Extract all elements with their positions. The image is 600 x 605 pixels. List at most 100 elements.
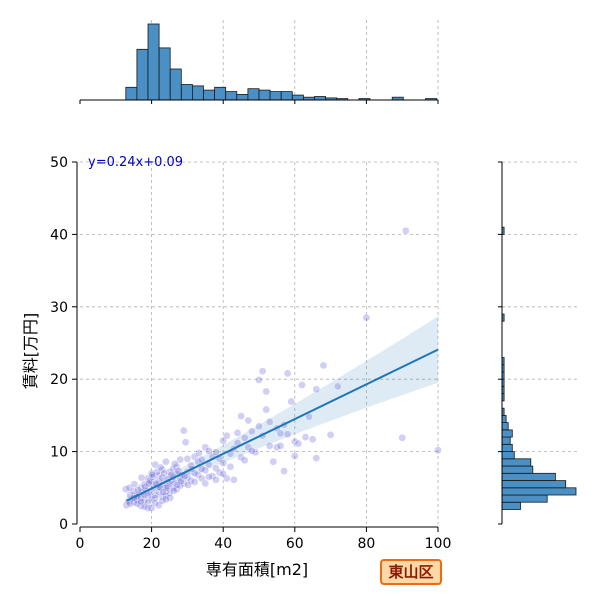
scatter-point xyxy=(262,405,271,414)
scatter-point xyxy=(312,385,321,394)
scatter-point xyxy=(283,430,292,439)
y-histogram-bar xyxy=(501,472,556,481)
y-histogram-bar xyxy=(501,422,509,431)
scatter-point xyxy=(144,479,153,488)
x-tick-label: 100 xyxy=(425,536,452,552)
y-histogram-bar xyxy=(501,501,521,510)
scatter-point xyxy=(290,452,299,460)
scatter-point xyxy=(398,433,407,442)
y-tick-label: 10 xyxy=(50,445,68,461)
x-histogram-bar xyxy=(314,96,327,101)
x-histogram-bar xyxy=(291,94,304,101)
y-tick-label: 40 xyxy=(50,227,68,243)
scatter-point xyxy=(333,382,342,391)
x-histogram-bar xyxy=(225,91,238,101)
x-histogram-bar xyxy=(203,89,216,101)
x-histogram-bar xyxy=(169,68,182,101)
scatter-point xyxy=(290,437,299,446)
scatter-point xyxy=(294,439,303,448)
scatter-point xyxy=(287,397,296,406)
scatter-point xyxy=(247,427,256,436)
scatter-point xyxy=(258,367,267,376)
scatter-point xyxy=(151,499,159,507)
scatter-point xyxy=(312,454,321,462)
y-histogram-bar xyxy=(501,451,515,460)
x-histogram-bar xyxy=(136,48,149,101)
scatter-point xyxy=(319,361,328,370)
y-tick-label: 20 xyxy=(50,372,68,388)
x-tick-label: 80 xyxy=(357,536,375,552)
scatter-point xyxy=(298,381,306,389)
scatter-point xyxy=(212,475,220,484)
x-tick-label: 20 xyxy=(143,536,161,552)
x-histogram-bar xyxy=(158,47,171,101)
y-histogram-bar xyxy=(501,465,534,474)
area-badge-label: 東山区 xyxy=(388,563,434,581)
x-tick-label: 40 xyxy=(214,536,232,552)
scatter-point xyxy=(156,463,165,472)
y-histogram-bar xyxy=(501,487,577,496)
scatter-point xyxy=(169,486,178,495)
x-histogram-bar xyxy=(280,91,293,101)
scatter-point xyxy=(190,469,199,478)
y-tick-label: 0 xyxy=(59,517,68,533)
x-histogram-bar xyxy=(180,84,193,101)
scatter-point xyxy=(265,418,274,426)
scatter-point xyxy=(184,481,192,489)
scatter-point xyxy=(255,422,263,431)
scatter-point xyxy=(205,473,213,481)
scatter-point xyxy=(247,447,256,455)
scatter-point xyxy=(269,457,278,466)
scatter-point xyxy=(283,369,292,378)
scatter-point xyxy=(276,441,285,450)
y-histogram-bar xyxy=(501,480,567,489)
scatter-point xyxy=(181,438,190,447)
scatter-point xyxy=(265,441,274,450)
scatter-point xyxy=(162,457,170,466)
area-badge: 東山区 xyxy=(380,559,442,585)
scatter-point xyxy=(130,480,139,489)
scatter-point xyxy=(233,428,242,437)
y-histogram-bar xyxy=(501,443,513,452)
scatter-point xyxy=(162,483,171,492)
y-histogram-bar xyxy=(501,494,548,503)
scatter-point xyxy=(326,431,335,439)
confidence-band xyxy=(126,316,438,506)
scatter-point xyxy=(219,470,227,478)
scatter-point xyxy=(219,459,227,468)
x-histogram-bar xyxy=(214,86,227,101)
x-histogram-bar xyxy=(236,94,249,101)
scatter-point xyxy=(226,462,235,471)
scatter-point xyxy=(201,479,210,488)
scatter-point xyxy=(179,426,188,435)
scatter-point xyxy=(308,435,317,444)
scatter-point xyxy=(230,475,238,484)
x-histogram-bar xyxy=(125,86,138,101)
scatter-point xyxy=(276,429,285,438)
y-tick-label: 50 xyxy=(50,155,68,171)
regression-equation-label: y=0.24x+0.09 xyxy=(88,155,183,170)
scatter-point xyxy=(148,470,157,479)
x-histogram-bar xyxy=(147,23,160,101)
scatter-point xyxy=(240,433,249,442)
x-axis-label: 専有面積[m2] xyxy=(206,560,308,579)
scatter-point xyxy=(301,433,310,441)
x-histogram-bar xyxy=(191,85,204,101)
scatter-point xyxy=(171,460,179,468)
scatter-point xyxy=(134,486,142,494)
scatter-point xyxy=(183,454,192,463)
x-histogram-bar xyxy=(247,88,260,101)
scatter-point xyxy=(255,376,263,384)
top-marginal-histogram xyxy=(79,20,439,104)
scatter-point xyxy=(160,469,168,478)
y-tick-label: 30 xyxy=(50,300,68,316)
x-tick-label: 60 xyxy=(286,536,304,552)
x-tick-label: 0 xyxy=(76,536,85,552)
scatter-point xyxy=(197,465,206,473)
scatter-point xyxy=(401,226,410,235)
main-scatter-plot: 0 20 40 60 80 100 0 10 20 30 40 50 専有面積[m2] 賃料[万円] y=0… xyxy=(21,155,451,579)
scatter-point xyxy=(190,478,199,486)
scatter-point xyxy=(166,494,174,502)
